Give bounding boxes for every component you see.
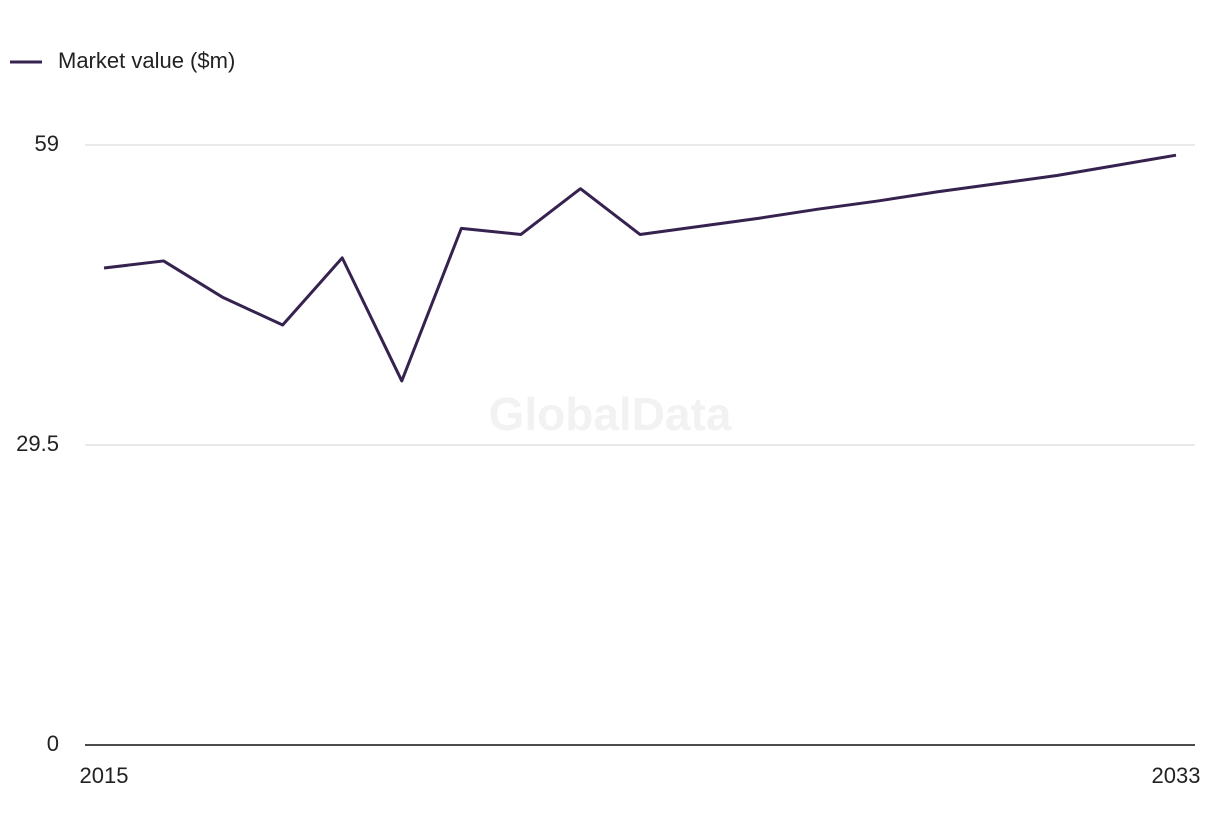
line	[103, 153, 1177, 383]
y-tick-label: 0	[47, 731, 59, 756]
legend-label: Market value ($m)	[58, 48, 235, 73]
watermark: GlobalData	[489, 388, 732, 440]
y-tick-label: 29.5	[16, 431, 59, 456]
x-tick-label: 2033	[1152, 763, 1201, 788]
y-tick-label: 59	[35, 131, 59, 156]
x-tick-label: 2015	[80, 763, 129, 788]
